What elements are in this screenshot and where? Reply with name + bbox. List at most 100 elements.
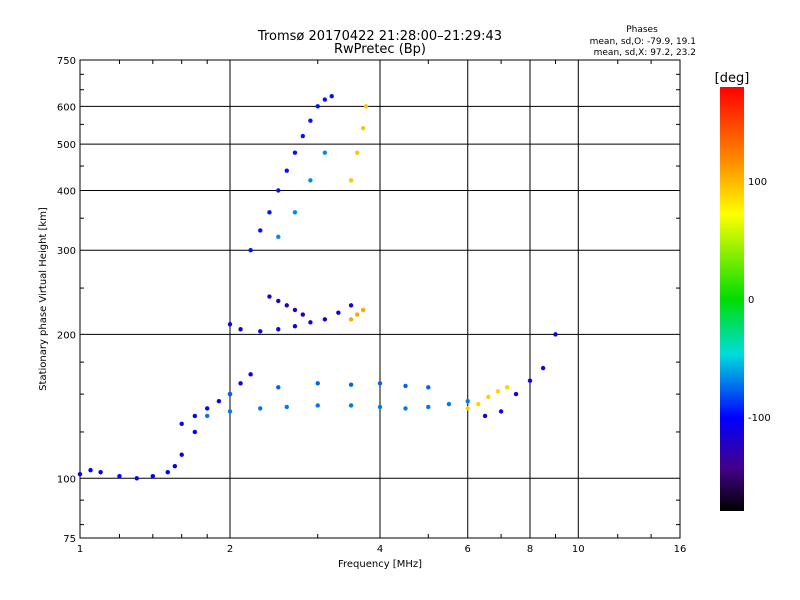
data-point xyxy=(192,429,198,435)
x-tick-label: 1 xyxy=(77,544,83,555)
data-point xyxy=(258,406,263,411)
data-point xyxy=(292,324,298,329)
data-point xyxy=(315,104,320,109)
data-point xyxy=(292,150,298,155)
x-ticks: 1 2 4 6 8 10 16 xyxy=(77,60,686,555)
data-point xyxy=(276,234,281,240)
y-ticks: 75 100 200 300 400 500 600 750 xyxy=(57,56,680,545)
colorbar-ticks: 100 0 -100 xyxy=(748,177,771,424)
colorbar-label: [deg] xyxy=(715,71,750,86)
y-axis-label: Stationary phase Virtual Height [km] xyxy=(38,207,49,391)
stats-line-x: mean, sd,X: 97.2, 23.2 xyxy=(594,48,696,58)
data-point xyxy=(179,421,184,427)
data-point xyxy=(248,372,253,377)
data-point xyxy=(315,381,320,386)
data-point xyxy=(348,317,354,322)
x-tick-label: 8 xyxy=(527,544,533,555)
data-point xyxy=(276,327,281,332)
data-point xyxy=(134,476,139,481)
data-point xyxy=(540,365,546,371)
data-point xyxy=(258,329,263,334)
data-point xyxy=(446,401,452,407)
data-point xyxy=(527,378,533,383)
data-point xyxy=(322,150,328,155)
data-point xyxy=(426,385,431,390)
data-point xyxy=(465,398,470,404)
data-point xyxy=(377,404,383,410)
grid-lines xyxy=(80,60,680,538)
data-point xyxy=(403,383,408,389)
data-point xyxy=(308,118,313,123)
data-point xyxy=(513,391,519,397)
x-tick-label: 6 xyxy=(465,544,471,555)
y-tick-label: 75 xyxy=(63,534,76,545)
data-point xyxy=(227,409,233,414)
data-point xyxy=(482,413,488,419)
data-point xyxy=(495,389,501,394)
data-point xyxy=(354,150,360,155)
data-point xyxy=(329,93,334,99)
data-point xyxy=(292,210,298,215)
data-point xyxy=(165,469,170,475)
data-point xyxy=(354,312,360,317)
data-point xyxy=(315,403,320,408)
data-point xyxy=(308,320,313,325)
data-point xyxy=(258,228,263,233)
data-point xyxy=(284,404,289,410)
data-point xyxy=(150,474,156,479)
data-point xyxy=(276,298,281,304)
data-point xyxy=(348,403,354,408)
data-point xyxy=(476,401,481,407)
data-point xyxy=(553,332,558,337)
data-point xyxy=(348,178,354,183)
data-point xyxy=(300,133,306,139)
data-point xyxy=(360,125,366,131)
y-tick-label: 400 xyxy=(57,186,76,197)
data-point xyxy=(504,385,510,390)
data-points xyxy=(77,93,558,481)
stats-line-o: mean, sd,O: -79.9, 19.1 xyxy=(590,37,696,47)
data-point xyxy=(498,409,504,414)
data-point xyxy=(336,310,341,315)
y-tick-label: 200 xyxy=(57,330,76,341)
data-point xyxy=(276,385,281,390)
data-point xyxy=(292,307,298,313)
data-point xyxy=(192,413,198,419)
data-point xyxy=(238,327,243,332)
x-tick-label: 2 xyxy=(227,544,233,555)
data-point xyxy=(360,307,366,313)
x-tick-label: 4 xyxy=(377,544,383,555)
stats-heading: Phases xyxy=(626,25,658,35)
data-point xyxy=(377,381,383,386)
data-point xyxy=(227,322,233,327)
data-point xyxy=(172,463,178,469)
data-point xyxy=(117,474,122,479)
data-point xyxy=(267,210,272,215)
chart-title: Tromsø 20170422 21:28:00–21:29:43 xyxy=(257,29,502,44)
chart-subtitle: RwPretec (Bp) xyxy=(334,42,426,57)
data-point xyxy=(284,168,289,173)
data-point xyxy=(238,381,243,386)
data-point xyxy=(486,394,491,400)
y-tick-label: 300 xyxy=(57,246,76,257)
data-point xyxy=(227,391,233,397)
data-point xyxy=(204,406,210,411)
data-point xyxy=(98,469,103,475)
data-point xyxy=(248,248,253,253)
y-tick-label: 100 xyxy=(57,474,76,485)
x-axis-label: Frequency [MHz] xyxy=(338,559,422,570)
data-point xyxy=(308,178,313,183)
data-point xyxy=(363,104,369,109)
data-point xyxy=(300,312,306,317)
data-point xyxy=(348,382,354,387)
colorbar-tick-label: 100 xyxy=(748,177,767,188)
data-point xyxy=(426,404,431,410)
data-point xyxy=(276,188,281,193)
colorbar xyxy=(720,87,744,511)
y-tick-label: 600 xyxy=(57,102,76,113)
data-point xyxy=(88,467,93,473)
y-tick-label: 750 xyxy=(57,56,76,67)
colorbar-tick-label: -100 xyxy=(748,413,771,424)
data-point xyxy=(322,97,328,102)
